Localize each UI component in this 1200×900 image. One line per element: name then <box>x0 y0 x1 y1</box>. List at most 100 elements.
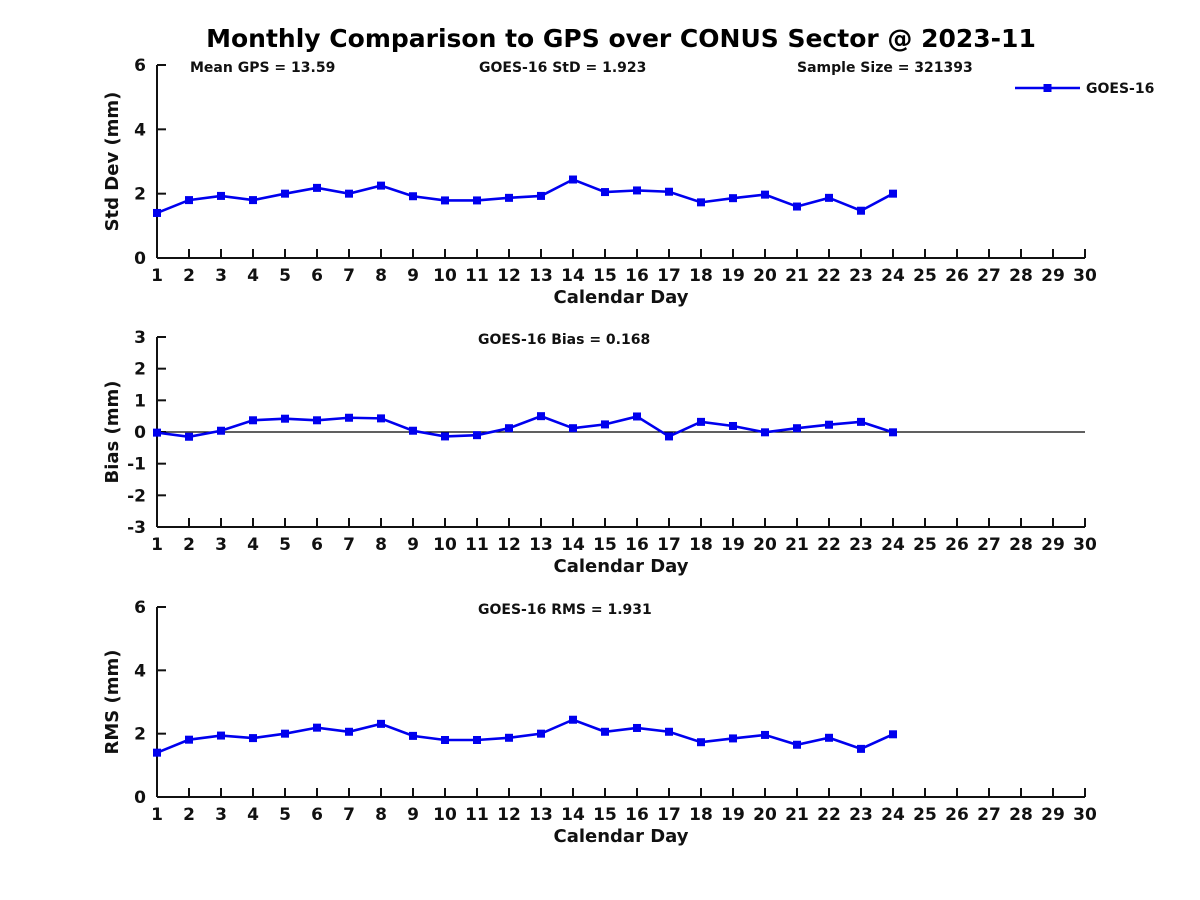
data-point-marker <box>153 428 161 437</box>
x-tick-label: 19 <box>721 805 745 825</box>
x-tick-label: 28 <box>1009 535 1033 555</box>
y-axis-label: Std Dev (mm) <box>102 92 123 232</box>
y-tick-label: 4 <box>134 661 146 681</box>
y-tick-label: -1 <box>127 455 146 475</box>
x-tick-label: 4 <box>247 805 259 825</box>
x-tick-label: 27 <box>977 805 1001 825</box>
x-tick-label: 22 <box>817 535 841 555</box>
x-tick-label: 9 <box>407 535 419 555</box>
x-tick-label: 7 <box>343 805 355 825</box>
data-point-marker <box>793 424 801 433</box>
data-point-marker <box>441 432 449 441</box>
data-point-marker <box>537 729 545 738</box>
y-tick-label: -2 <box>127 486 146 506</box>
stat-annotation: GOES-16 Bias = 0.168 <box>478 332 650 348</box>
x-tick-label: 17 <box>657 535 681 555</box>
data-point-marker <box>473 431 481 440</box>
data-point-marker <box>857 206 865 215</box>
data-point-marker <box>665 432 673 441</box>
data-point-marker <box>377 181 385 190</box>
x-tick-label: 11 <box>465 535 489 555</box>
y-axis-label: RMS (mm) <box>102 650 123 755</box>
x-tick-label: 23 <box>849 266 873 286</box>
x-tick-label: 3 <box>215 805 227 825</box>
y-tick-label: 0 <box>134 423 146 443</box>
x-tick-label: 6 <box>311 535 323 555</box>
x-tick-label: 21 <box>785 805 809 825</box>
x-tick-label: 28 <box>1009 266 1033 286</box>
x-tick-label: 18 <box>689 266 713 286</box>
data-point-marker <box>633 412 641 421</box>
x-tick-label: 23 <box>849 805 873 825</box>
x-tick-label: 20 <box>753 535 777 555</box>
data-point-marker <box>825 420 833 429</box>
data-point-marker <box>345 189 353 198</box>
data-point-marker <box>505 733 513 742</box>
x-tick-label: 13 <box>529 266 553 286</box>
x-tick-label: 9 <box>407 266 419 286</box>
x-tick-label: 20 <box>753 266 777 286</box>
x-tick-label: 4 <box>247 535 259 555</box>
legend-marker <box>1043 84 1052 92</box>
series-markers-goes-16 <box>153 412 897 441</box>
x-tick-label: 19 <box>721 535 745 555</box>
x-tick-label: 21 <box>785 266 809 286</box>
data-point-marker <box>729 734 737 743</box>
y-tick-label: 2 <box>134 725 146 745</box>
x-tick-label: 10 <box>433 805 457 825</box>
y-tick-label: 6 <box>134 56 146 76</box>
x-tick-label: 14 <box>561 535 585 555</box>
data-point-marker <box>473 736 481 744</box>
x-tick-label: 30 <box>1073 266 1097 286</box>
x-tick-label: 11 <box>465 805 489 825</box>
data-point-marker <box>569 175 577 184</box>
data-point-marker <box>217 731 225 740</box>
data-point-marker <box>761 190 769 199</box>
data-point-marker <box>729 421 737 430</box>
x-tick-label: 2 <box>183 266 195 286</box>
data-point-marker <box>505 424 513 433</box>
data-point-marker <box>313 416 321 425</box>
data-point-marker <box>249 416 257 425</box>
y-tick-label: 2 <box>134 360 146 380</box>
x-tick-label: 12 <box>497 266 521 286</box>
data-point-marker <box>473 196 481 205</box>
data-point-marker <box>377 719 385 728</box>
x-tick-label: 15 <box>593 266 617 286</box>
x-axis-label: Calendar Day <box>554 287 689 308</box>
x-tick-label: 4 <box>247 266 259 286</box>
x-tick-label: 18 <box>689 805 713 825</box>
x-tick-label: 29 <box>1041 805 1065 825</box>
x-tick-label: 22 <box>817 805 841 825</box>
data-point-marker <box>601 420 609 429</box>
x-tick-label: 26 <box>945 805 969 825</box>
x-tick-label: 14 <box>561 805 585 825</box>
x-tick-label: 30 <box>1073 535 1097 555</box>
x-tick-label: 26 <box>945 535 969 555</box>
x-tick-label: 14 <box>561 266 585 286</box>
x-tick-label: 26 <box>945 266 969 286</box>
data-point-marker <box>825 733 833 742</box>
x-tick-label: 7 <box>343 266 355 286</box>
x-tick-label: 25 <box>913 266 937 286</box>
x-tick-label: 29 <box>1041 535 1065 555</box>
x-tick-label: 6 <box>311 805 323 825</box>
data-point-marker <box>889 189 897 198</box>
data-point-marker <box>537 191 545 200</box>
y-tick-label: 1 <box>134 391 146 411</box>
x-tick-label: 25 <box>913 535 937 555</box>
data-point-marker <box>441 736 449 744</box>
x-tick-label: 1 <box>151 266 163 286</box>
stat-annotation: Mean GPS = 13.59 <box>190 60 335 76</box>
x-tick-label: 3 <box>215 266 227 286</box>
x-tick-label: 3 <box>215 535 227 555</box>
x-tick-label: 18 <box>689 535 713 555</box>
data-point-marker <box>537 412 545 421</box>
data-point-marker <box>185 432 193 441</box>
x-tick-label: 6 <box>311 266 323 286</box>
